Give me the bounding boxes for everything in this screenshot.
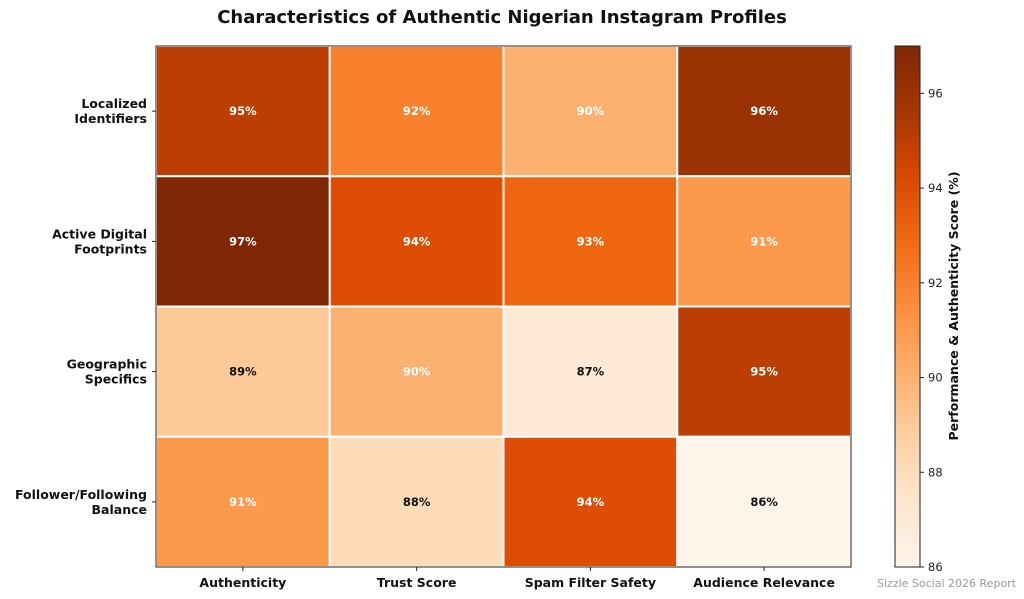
source-note: Sizzle Social 2026 Report — [877, 577, 1017, 590]
heatmap-cell — [155, 175, 331, 308]
heatmap-cell — [328, 305, 505, 438]
row-labels: Localized Identifiers Active Digital Footpr… — [15, 96, 156, 517]
colorbar-ticks: 86 88 90 92 94 96 — [920, 86, 943, 574]
colorbar-tick-label: 92 — [928, 276, 943, 290]
column-label: Audience Relevance — [693, 575, 835, 590]
heatmap-cells — [155, 45, 852, 568]
cell-value-label: 95% — [750, 365, 778, 379]
plot-frame — [155, 45, 852, 568]
heatmap-cell — [328, 45, 505, 178]
heatmap-cell — [676, 45, 852, 178]
heatmap-cell — [328, 175, 505, 308]
cell-value-label: 97% — [229, 234, 257, 248]
cell-value-label: 86% — [750, 495, 778, 509]
column-labels: Authenticity Trust Score Spam Filter Safet… — [199, 567, 835, 590]
heatmap-cell — [676, 175, 852, 308]
heatmap-cell — [328, 435, 505, 568]
colorbar-tick-label: 96 — [928, 86, 943, 100]
colorbar-tick-label: 90 — [928, 371, 943, 385]
heatmap-cell-labels: 95% 92% 90% 96% 97% 94% 93% 91% 89% 90% 87% 95% 91% 8… — [229, 104, 778, 509]
row-label: Geographic Specifics — [67, 357, 147, 387]
cell-value-label: 96% — [750, 104, 778, 118]
cell-value-label: 90% — [403, 365, 431, 379]
heatmap-cell — [676, 435, 852, 568]
column-label: Authenticity — [199, 575, 286, 590]
chart-title: Characteristics of Authentic Nigerian In… — [217, 7, 787, 28]
cell-value-label: 94% — [577, 495, 605, 509]
row-label: Active Digital Footprints — [52, 226, 147, 256]
colorbar-label: Performance & Authenticity Score (%) — [946, 171, 961, 440]
colorbar-gradient — [894, 45, 921, 568]
cell-value-label: 91% — [750, 234, 778, 248]
row-label: Follower/Following Balance — [15, 487, 147, 517]
cell-value-label: 89% — [229, 365, 257, 379]
colorbar: 86 88 90 92 94 96 Performance & Authenticity … — [894, 45, 961, 574]
heatmap-cell — [676, 305, 852, 438]
colorbar-tick-label: 86 — [928, 560, 943, 574]
column-label: Trust Score — [377, 575, 457, 590]
cell-value-label: 88% — [403, 495, 431, 509]
cell-value-label: 93% — [577, 234, 605, 248]
heatmap-cell — [155, 45, 331, 178]
column-label: Spam Filter Safety — [525, 575, 656, 590]
heatmap-cell — [155, 435, 331, 568]
cell-value-label: 90% — [577, 104, 605, 118]
cell-value-label: 91% — [229, 495, 257, 509]
colorbar-tick-label: 88 — [928, 465, 943, 479]
colorbar-tick-label: 94 — [928, 181, 943, 195]
row-label: Localized Identifiers — [74, 96, 147, 126]
cell-value-label: 94% — [403, 234, 431, 248]
cell-value-label: 95% — [229, 104, 257, 118]
cell-value-label: 92% — [403, 104, 431, 118]
cell-value-label: 87% — [577, 365, 605, 379]
